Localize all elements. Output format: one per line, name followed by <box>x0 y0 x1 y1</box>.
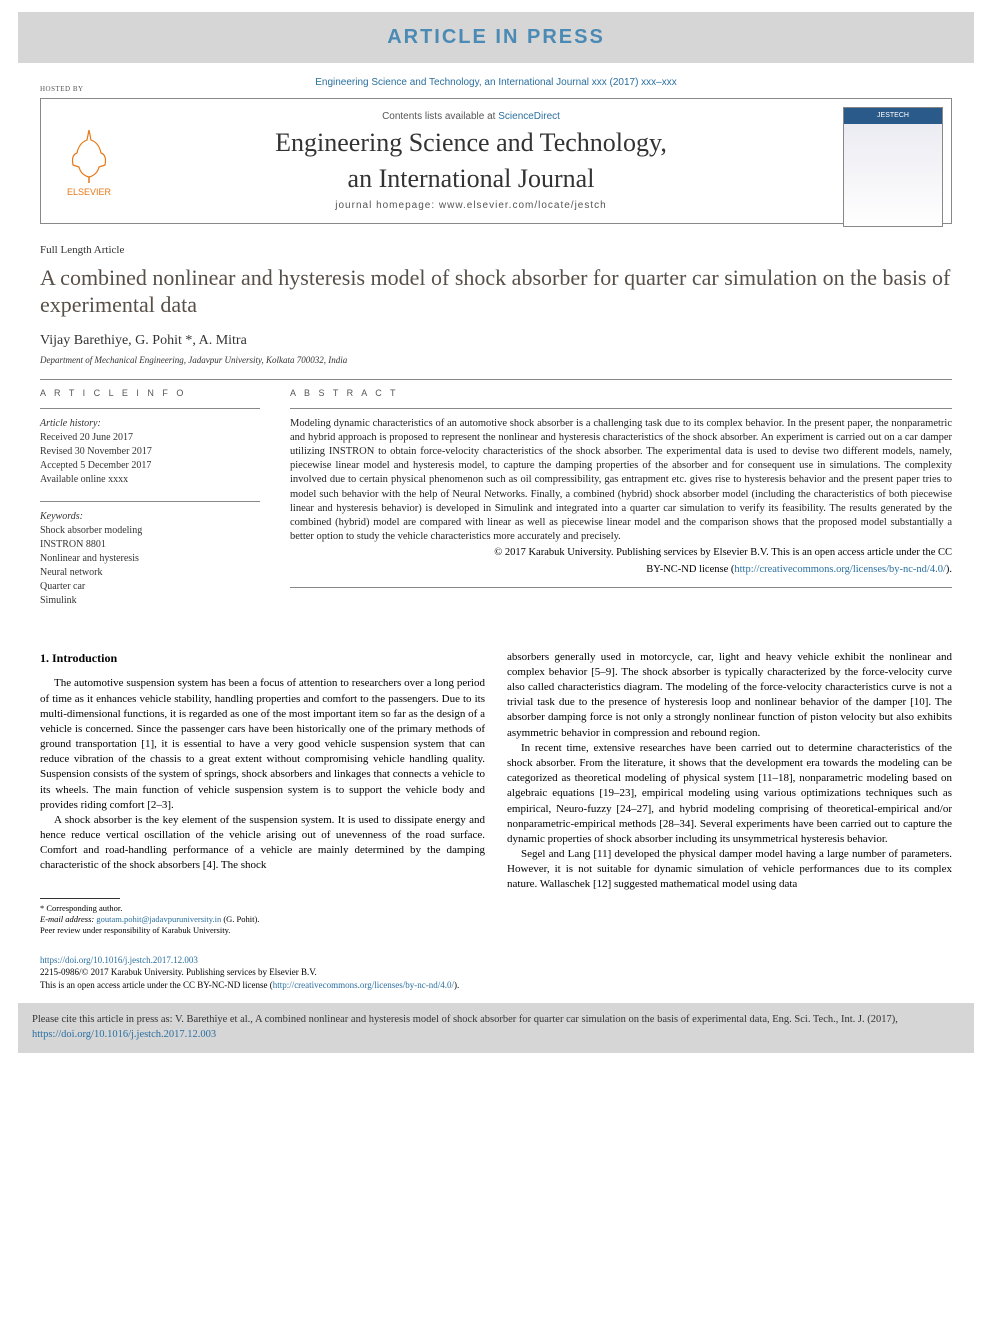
main-content: Full Length Article A combined nonlinear… <box>0 224 992 936</box>
sciencedirect-link[interactable]: ScienceDirect <box>498 111 560 122</box>
journal-title-2: an International Journal <box>141 164 801 194</box>
paragraph: A shock absorber is the key element of t… <box>40 813 485 874</box>
abstract-text: Modeling dynamic characteristics of an a… <box>290 417 952 545</box>
citebox-doi-link[interactable]: https://doi.org/10.1016/j.jestch.2017.12… <box>32 1029 216 1040</box>
paragraph: The automotive suspension system has bee… <box>40 676 485 813</box>
issn-line: 2215-0986/© 2017 Karabuk University. Pub… <box>40 967 317 977</box>
license-prefix: This is an open access article under the… <box>40 980 273 990</box>
abstract-label: A B S T R A C T <box>290 388 952 398</box>
article-in-press-banner: ARTICLE IN PRESS <box>18 12 974 63</box>
keyword: Nonlinear and hysteresis <box>40 553 139 564</box>
left-column: 1. Introduction The automotive suspensio… <box>40 650 485 936</box>
cover-label: JESTECH <box>844 108 942 124</box>
citebox-text: Please cite this article in press as: V.… <box>32 1014 898 1025</box>
keyword: Shock absorber modeling <box>40 525 142 536</box>
divider <box>290 408 952 409</box>
article-history: Article history: Received 20 June 2017 R… <box>40 417 260 487</box>
divider <box>40 379 952 380</box>
citation-box: Please cite this article in press as: V.… <box>18 1003 974 1052</box>
keywords-block: Keywords: Shock absorber modeling INSTRO… <box>40 510 260 608</box>
doi-link[interactable]: https://doi.org/10.1016/j.jestch.2017.12… <box>40 955 198 965</box>
citation-line: Engineering Science and Technology, an I… <box>0 77 992 88</box>
email-line: E-mail address: goutam.pohit@jadavpuruni… <box>40 914 485 925</box>
peer-review: Peer review under responsibility of Kara… <box>40 925 485 936</box>
history-item: Revised 30 November 2017 <box>40 446 152 457</box>
history-item: Received 20 June 2017 <box>40 432 133 443</box>
license-suffix: ). <box>454 980 459 990</box>
intro-heading: 1. Introduction <box>40 650 485 667</box>
paragraph: Segel and Lang [11] developed the physic… <box>507 847 952 893</box>
email-suffix: (G. Pohit). <box>221 914 259 924</box>
contents-line: Contents lists available at ScienceDirec… <box>141 111 801 122</box>
meta-row: A R T I C L E I N F O Article history: R… <box>40 388 952 622</box>
divider <box>290 587 952 588</box>
footnote-divider <box>40 898 120 899</box>
footnotes: * Corresponding author. E-mail address: … <box>40 903 485 936</box>
journal-title-1: Engineering Science and Technology, <box>141 128 801 158</box>
keyword: Neural network <box>40 567 102 578</box>
history-item: Accepted 5 December 2017 <box>40 460 151 471</box>
license-link[interactable]: http://creativecommons.org/licenses/by-n… <box>734 564 946 575</box>
abstract-column: A B S T R A C T Modeling dynamic charact… <box>290 388 952 622</box>
article-info-column: A R T I C L E I N F O Article history: R… <box>40 388 260 622</box>
keywords-title: Keywords: <box>40 511 83 522</box>
homepage-line: journal homepage: www.elsevier.com/locat… <box>141 200 801 211</box>
paragraph: In recent time, extensive researches hav… <box>507 741 952 847</box>
keyword: Simulink <box>40 595 77 606</box>
elsevier-tree-icon <box>59 125 119 185</box>
divider <box>40 408 260 409</box>
info-label: A R T I C L E I N F O <box>40 388 260 398</box>
affiliation: Department of Mechanical Engineering, Ja… <box>40 355 952 365</box>
journal-header: HOSTED BY ELSEVIER JESTECH Contents list… <box>40 98 952 224</box>
copy-prefix: BY-NC-ND license ( <box>646 564 734 575</box>
copyright-line-1: © 2017 Karabuk University. Publishing se… <box>290 546 952 560</box>
right-column: absorbers generally used in motorcycle, … <box>507 650 952 936</box>
divider <box>40 501 260 502</box>
author-email-link[interactable]: goutam.pohit@jadavpuruniversity.in <box>96 914 221 924</box>
footer-links: https://doi.org/10.1016/j.jestch.2017.12… <box>40 954 952 992</box>
authors: Vijay Barethiye, G. Pohit *, A. Mitra <box>40 333 952 349</box>
copyright-line-2: BY-NC-ND license (http://creativecommons… <box>290 563 952 577</box>
paragraph: absorbers generally used in motorcycle, … <box>507 650 952 741</box>
elsevier-logo: ELSEVIER <box>49 107 129 197</box>
history-item: Available online xxxx <box>40 474 128 485</box>
contents-prefix: Contents lists available at <box>382 111 498 122</box>
email-label: E-mail address: <box>40 914 96 924</box>
banner-text: ARTICLE IN PRESS <box>387 26 605 48</box>
copy-suffix: ). <box>946 564 952 575</box>
article-type: Full Length Article <box>40 244 952 256</box>
article-title: A combined nonlinear and hysteresis mode… <box>40 264 952 319</box>
body-columns: 1. Introduction The automotive suspensio… <box>40 650 952 936</box>
corresponding-author: * Corresponding author. <box>40 903 485 914</box>
keyword: Quarter car <box>40 581 85 592</box>
history-title: Article history: <box>40 418 101 429</box>
hosted-by-label: HOSTED BY <box>40 85 84 93</box>
license-link-footer[interactable]: http://creativecommons.org/licenses/by-n… <box>273 980 454 990</box>
journal-cover-thumbnail: JESTECH <box>843 107 943 227</box>
keyword: INSTRON 8801 <box>40 539 106 550</box>
elsevier-label: ELSEVIER <box>67 187 111 197</box>
